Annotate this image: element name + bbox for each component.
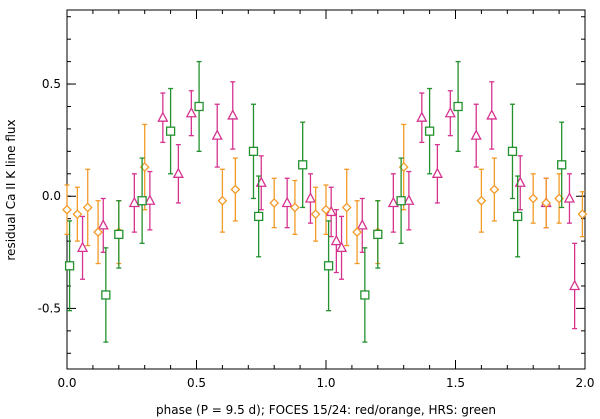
diamond-marker (62, 204, 72, 215)
triangle-marker (211, 129, 223, 140)
triangle-marker (444, 106, 456, 118)
square-marker (323, 261, 334, 271)
x-tick-label: 1.5 (446, 376, 465, 390)
data-points (62, 60, 588, 343)
diamond-marker (577, 209, 588, 220)
square-marker (114, 229, 124, 240)
y-tick-label: 0.0 (42, 189, 61, 203)
diamond-marker (230, 184, 241, 195)
diamond-marker (217, 195, 228, 206)
triangle-marker (569, 279, 581, 291)
triangle-marker (431, 167, 443, 178)
diamond-marker (93, 227, 103, 238)
triangle-marker (227, 109, 239, 120)
diamond-marker (82, 202, 93, 213)
triangle-marker (330, 234, 342, 246)
diamond-marker (72, 209, 83, 220)
triangle-marker (97, 219, 109, 230)
square-marker (396, 196, 406, 206)
square-marker (298, 160, 308, 170)
axis-ticks (66, 10, 586, 369)
diamond-marker (321, 204, 331, 215)
triangle-marker (157, 111, 169, 122)
triangle-marker (470, 129, 482, 140)
square-marker (254, 211, 264, 222)
diamond-marker (489, 184, 500, 195)
triangle-marker (335, 241, 348, 252)
triangle-marker (416, 111, 428, 122)
diamond-marker (341, 202, 352, 213)
square-marker (101, 290, 111, 300)
triangle-marker (128, 196, 140, 208)
triangle-marker (563, 192, 576, 203)
triangle-marker (144, 194, 156, 205)
diamond-marker (476, 195, 487, 206)
square-marker (507, 146, 518, 157)
x-tick-label: 0.5 (187, 376, 206, 390)
diamond-marker (541, 198, 552, 208)
square-marker (453, 101, 463, 112)
triangle-marker (304, 192, 317, 203)
triangle-marker (281, 196, 293, 208)
square-marker (194, 101, 204, 112)
triangle-marker (387, 196, 399, 208)
diamond-marker (269, 198, 280, 208)
y-tick-label: -0.5 (38, 301, 61, 315)
square-marker (424, 126, 435, 136)
y-tick-label: 0.5 (42, 77, 61, 91)
y-axis-title: residual Ca II K line flux (4, 119, 18, 260)
triangle-marker (356, 219, 368, 230)
x-tick-label: 1.0 (316, 376, 335, 390)
diamond-marker (310, 209, 321, 220)
square-marker (373, 229, 383, 240)
square-marker (513, 211, 523, 222)
square-marker (64, 261, 75, 271)
square-marker (557, 160, 567, 170)
x-tick-label: 0.0 (57, 376, 76, 390)
x-axis-title: phase (P = 9.5 d); FOCES 15/24: red/oran… (156, 403, 496, 417)
triangle-marker (76, 241, 89, 252)
square-marker (248, 146, 259, 157)
diamond-marker (528, 193, 539, 204)
diamond-marker (352, 227, 362, 238)
diamond-marker (290, 202, 300, 213)
square-marker (165, 126, 176, 136)
axis-tick-labels: 0.0 0.5 1.0 1.5 2.0 -0.5 0.0 0.5 (38, 77, 595, 390)
square-marker (360, 290, 370, 300)
triangle-marker (403, 194, 415, 205)
triangle-marker (172, 167, 184, 178)
triangle-marker (185, 106, 197, 118)
square-marker (137, 196, 147, 206)
x-tick-label: 2.0 (575, 376, 594, 390)
triangle-marker (486, 109, 498, 120)
